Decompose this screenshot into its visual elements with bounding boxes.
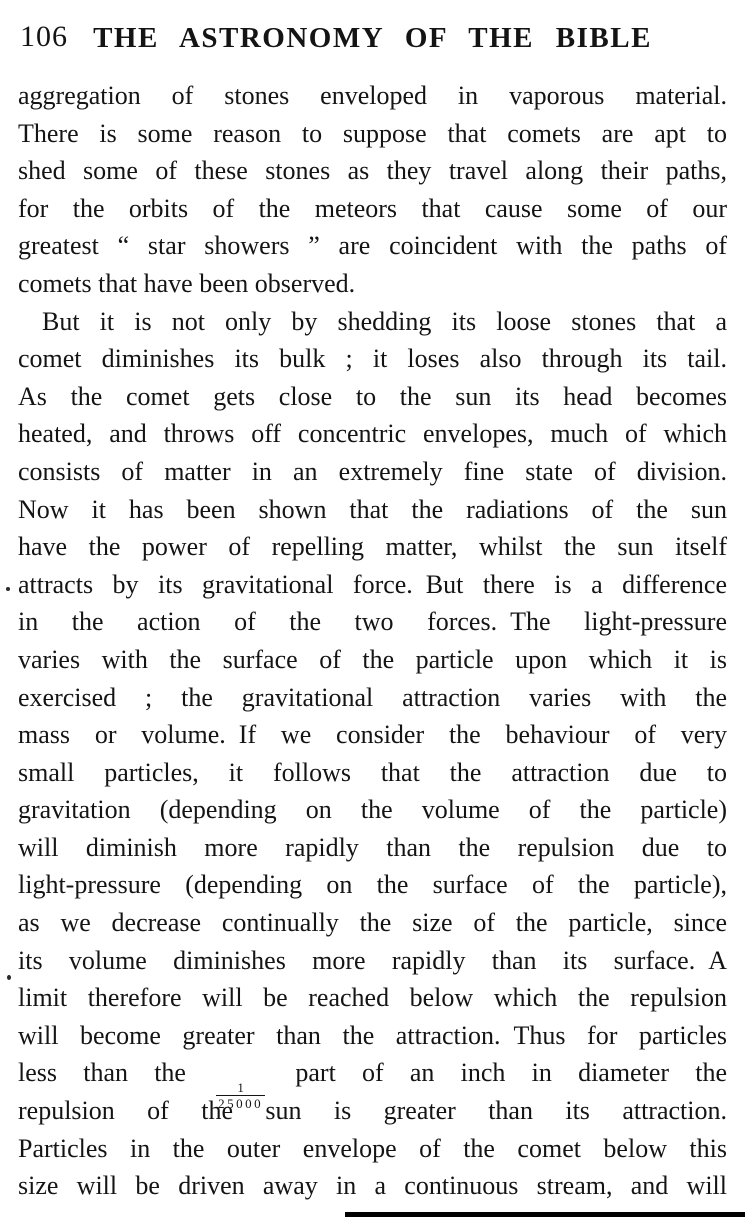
ink-speck: [6, 587, 10, 591]
text-line: have the power of repelling matter, whil…: [18, 532, 727, 562]
text-line: its volume diminishes more rapidly than …: [18, 945, 727, 975]
text-line: less than the 1 25000 part of an inch in …: [18, 1058, 727, 1112]
page-number: 106: [20, 20, 68, 53]
text-line: exercised ; the gravitational attraction…: [18, 682, 727, 712]
fraction: 1 25000: [216, 1080, 266, 1112]
text-line: As the comet gets close to the sun its h…: [18, 381, 727, 411]
fraction-numerator: 1: [237, 1080, 244, 1096]
text-line: in the action of the two forces. The lig…: [18, 607, 727, 637]
page-header: 106 THE ASTRONOMY OF THE BIBLE: [18, 0, 727, 64]
text-line: size will be driven away in a continuous…: [18, 1171, 727, 1201]
scan-edge-artifact: [345, 1212, 745, 1217]
text-line: shed some of these stones as they travel…: [18, 156, 727, 186]
text-line: But it is not only by shedding its loose…: [42, 306, 727, 336]
running-title: THE ASTRONOMY OF THE BIBLE: [93, 22, 652, 54]
text-line: for the orbits of the meteors that cause…: [18, 193, 727, 223]
ink-speck: [7, 975, 11, 980]
text-line: There is some reason to suppose that com…: [18, 118, 727, 148]
text-line: mass or volume. If we consider the behav…: [18, 720, 727, 750]
text-line: Now it has been shown that the radiation…: [18, 494, 727, 524]
text-line: will become greater than the attraction.…: [18, 1020, 727, 1050]
text-line: heated, and throws off concentric envelo…: [18, 419, 727, 449]
text-line: gravitation (depending on the volume of …: [18, 795, 727, 825]
page-body: aggregation of stones enveloped in vapor…: [18, 77, 727, 1205]
text-line: comet diminishes its bulk ; it loses als…: [18, 344, 727, 374]
text-line: aggregation of stones enveloped in vapor…: [18, 81, 727, 110]
text-line: consists of matter in an extremely fine …: [18, 456, 727, 486]
text-line: comets that have been observed.: [18, 268, 356, 298]
text-line: light-pressure (depending on the surface…: [18, 870, 727, 900]
fraction-denominator: 25000: [216, 1095, 266, 1112]
text-line: attracts by its gravitational force. But…: [18, 569, 727, 599]
text-line: small particles, it follows that the att…: [18, 757, 727, 787]
text-line: as we decrease continually the size of t…: [18, 908, 727, 938]
text-line: varies with the surface of the particle …: [18, 644, 727, 674]
text-line: limit therefore will be reached below wh…: [18, 983, 727, 1013]
text-line: will diminish more rapidly than the repu…: [18, 832, 727, 862]
text-line: greatest “ star showers ” are coincident…: [18, 231, 727, 261]
text-line: Particles in the outer envelope of the c…: [18, 1133, 727, 1163]
text-line: repulsion of the sun is greater than its…: [18, 1096, 727, 1126]
